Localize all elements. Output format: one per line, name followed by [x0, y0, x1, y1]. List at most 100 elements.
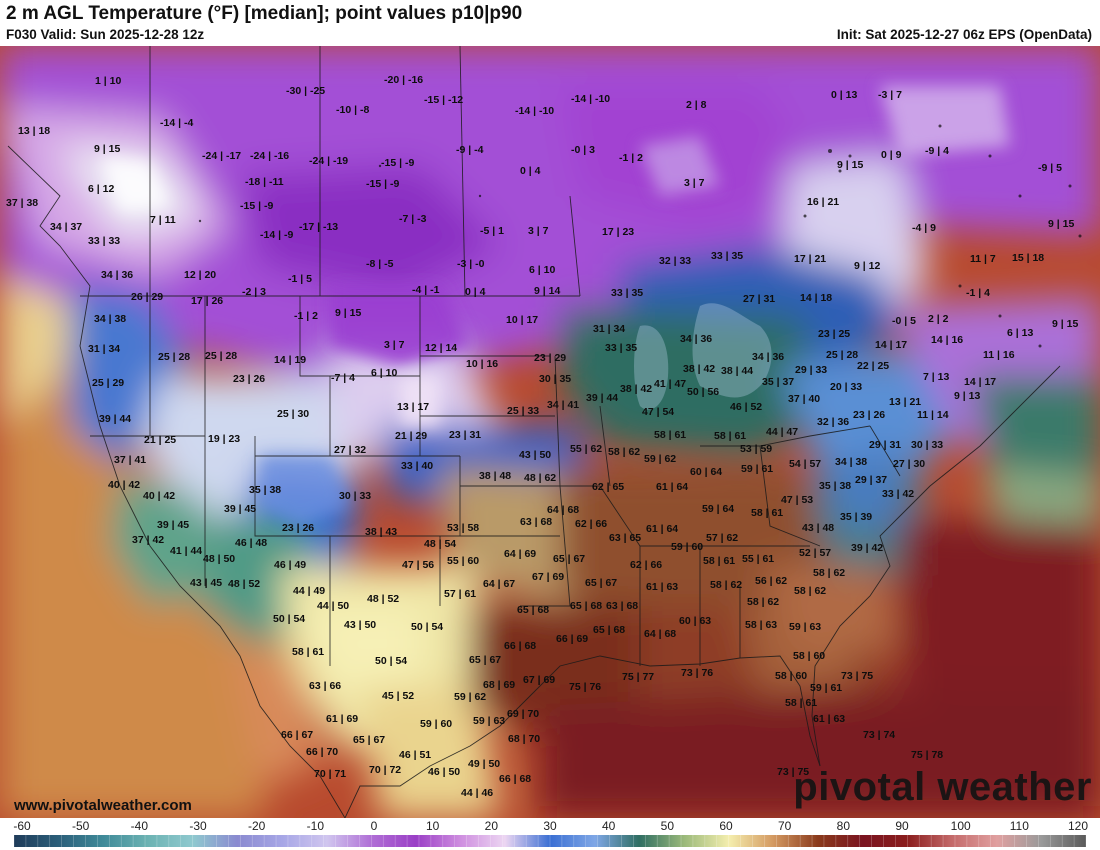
point-value: 10 | 16	[466, 358, 499, 370]
point-value: 65 | 67	[469, 654, 502, 666]
point-value: 63 | 66	[309, 680, 342, 692]
point-value: 64 | 68	[644, 628, 677, 640]
point-value: 39 | 44	[99, 413, 132, 425]
website-watermark: www.pivotalweather.com	[14, 797, 192, 814]
point-value: 46 | 52	[730, 401, 763, 413]
legend-tick-label: 70	[777, 819, 792, 833]
point-value: 1 | 10	[95, 75, 122, 87]
point-value: 55 | 60	[447, 555, 480, 567]
point-value: 30 | 33	[339, 490, 372, 502]
point-value: 70 | 72	[369, 764, 402, 776]
point-value: 66 | 68	[504, 640, 537, 652]
point-value: 31 | 34	[88, 343, 121, 355]
point-value: 9 | 15	[94, 143, 121, 155]
point-value: 9 | 13	[954, 390, 981, 402]
point-value: -15 | -9	[381, 157, 415, 169]
legend-tick-label: 20	[484, 819, 499, 833]
point-value: 58 | 62	[710, 579, 743, 591]
point-value: 48 | 50	[203, 553, 236, 565]
point-value: 59 | 64	[702, 503, 735, 515]
point-value: 26 | 29	[131, 291, 164, 303]
point-value: -24 | -16	[250, 150, 290, 162]
point-value: 73 | 75	[841, 670, 874, 682]
point-value: 48 | 54	[424, 538, 457, 550]
point-value: 38 | 44	[721, 365, 754, 377]
point-value: 23 | 26	[282, 522, 315, 534]
valid-time: F030 Valid: Sun 2025-12-28 12z	[6, 27, 205, 42]
point-value: 59 | 62	[454, 691, 487, 703]
point-value: 58 | 62	[794, 585, 827, 597]
point-value: 6 | 10	[529, 264, 556, 276]
point-value: 50 | 54	[411, 621, 444, 633]
point-value: -14 | -10	[571, 93, 611, 105]
point-value: 43 | 50	[519, 449, 552, 461]
point-value: 47 | 56	[402, 559, 435, 571]
point-value: 68 | 69	[483, 679, 516, 691]
point-value: 65 | 68	[517, 604, 550, 616]
point-value: 34 | 38	[94, 313, 127, 325]
point-value: 13 | 21	[889, 396, 922, 408]
point-value: 37 | 42	[132, 534, 165, 546]
legend-tick-label: 10	[425, 819, 440, 833]
point-value: 59 | 63	[789, 621, 822, 633]
point-value: 55 | 62	[570, 443, 603, 455]
point-value: 13 | 18	[18, 125, 51, 137]
point-value: 57 | 61	[444, 588, 477, 600]
point-value: -7 | -3	[399, 213, 427, 225]
point-value: 9 | 14	[534, 285, 561, 297]
point-value: -18 | -11	[245, 176, 284, 188]
point-value: 29 | 37	[855, 474, 888, 486]
point-value: -3 | 7	[878, 89, 902, 101]
point-value: 33 | 35	[605, 342, 638, 354]
point-value: 38 | 42	[620, 383, 653, 395]
point-value: 43 | 50	[344, 619, 377, 631]
point-value: 10 | 17	[506, 314, 539, 326]
point-value: 23 | 26	[853, 409, 886, 421]
point-value: -14 | -10	[515, 105, 555, 117]
point-value: 47 | 53	[781, 494, 814, 506]
temperature-map: 1 | 10 13 | 18 9 | 15 6 | 12 37 | 38 34 | 37 3…	[0, 46, 1100, 818]
point-value: 6 | 10	[371, 367, 398, 379]
point-value: 56 | 62	[755, 575, 788, 587]
legend-gradient	[14, 835, 1086, 847]
point-value: 58 | 63	[745, 619, 778, 631]
point-value: 50 | 54	[273, 613, 306, 625]
point-value: 58 | 62	[813, 567, 846, 579]
point-value: 53 | 59	[740, 443, 773, 455]
point-value: -14 | -4	[160, 117, 194, 129]
point-value: 58 | 61	[292, 646, 325, 658]
point-value: 14 | 17	[875, 339, 908, 351]
point-value: 66 | 69	[556, 633, 589, 645]
point-value: -14 | -9	[260, 229, 294, 241]
point-value: 3 | 7	[528, 225, 549, 237]
point-value: 34 | 36	[752, 351, 785, 363]
point-value: 13 | 17	[397, 401, 430, 413]
point-value: 61 | 64	[646, 523, 679, 535]
point-value: 48 | 52	[367, 593, 400, 605]
point-value: 73 | 75	[777, 766, 810, 778]
point-value: 0 | 4	[465, 286, 486, 298]
point-value: 54 | 57	[789, 458, 822, 470]
point-value: 46 | 51	[399, 749, 432, 761]
point-value: 33 | 42	[882, 488, 915, 500]
point-value: 44 | 50	[317, 600, 350, 612]
point-value: 23 | 29	[534, 352, 567, 364]
point-value: 34 | 38	[835, 456, 868, 468]
point-value: 64 | 67	[483, 578, 516, 590]
point-value: 25 | 29	[92, 377, 125, 389]
point-value: 25 | 33	[507, 405, 540, 417]
point-value: 3 | 7	[384, 339, 405, 351]
point-value: 75 | 77	[622, 671, 655, 683]
point-value: 41 | 44	[170, 545, 203, 557]
legend-tick-label: 110	[1009, 819, 1029, 833]
point-value: 58 | 61	[714, 430, 747, 442]
point-value: 50 | 54	[375, 655, 408, 667]
legend-tick-label: 60	[719, 819, 733, 833]
point-value: 62 | 66	[575, 518, 608, 530]
point-value: 65 | 68	[593, 624, 626, 636]
point-value: 67 | 69	[523, 674, 556, 686]
point-value: 58 | 62	[747, 596, 780, 608]
point-value: 63 | 65	[609, 532, 642, 544]
point-value: 17 | 21	[794, 253, 827, 265]
point-value: 60 | 64	[690, 466, 723, 478]
